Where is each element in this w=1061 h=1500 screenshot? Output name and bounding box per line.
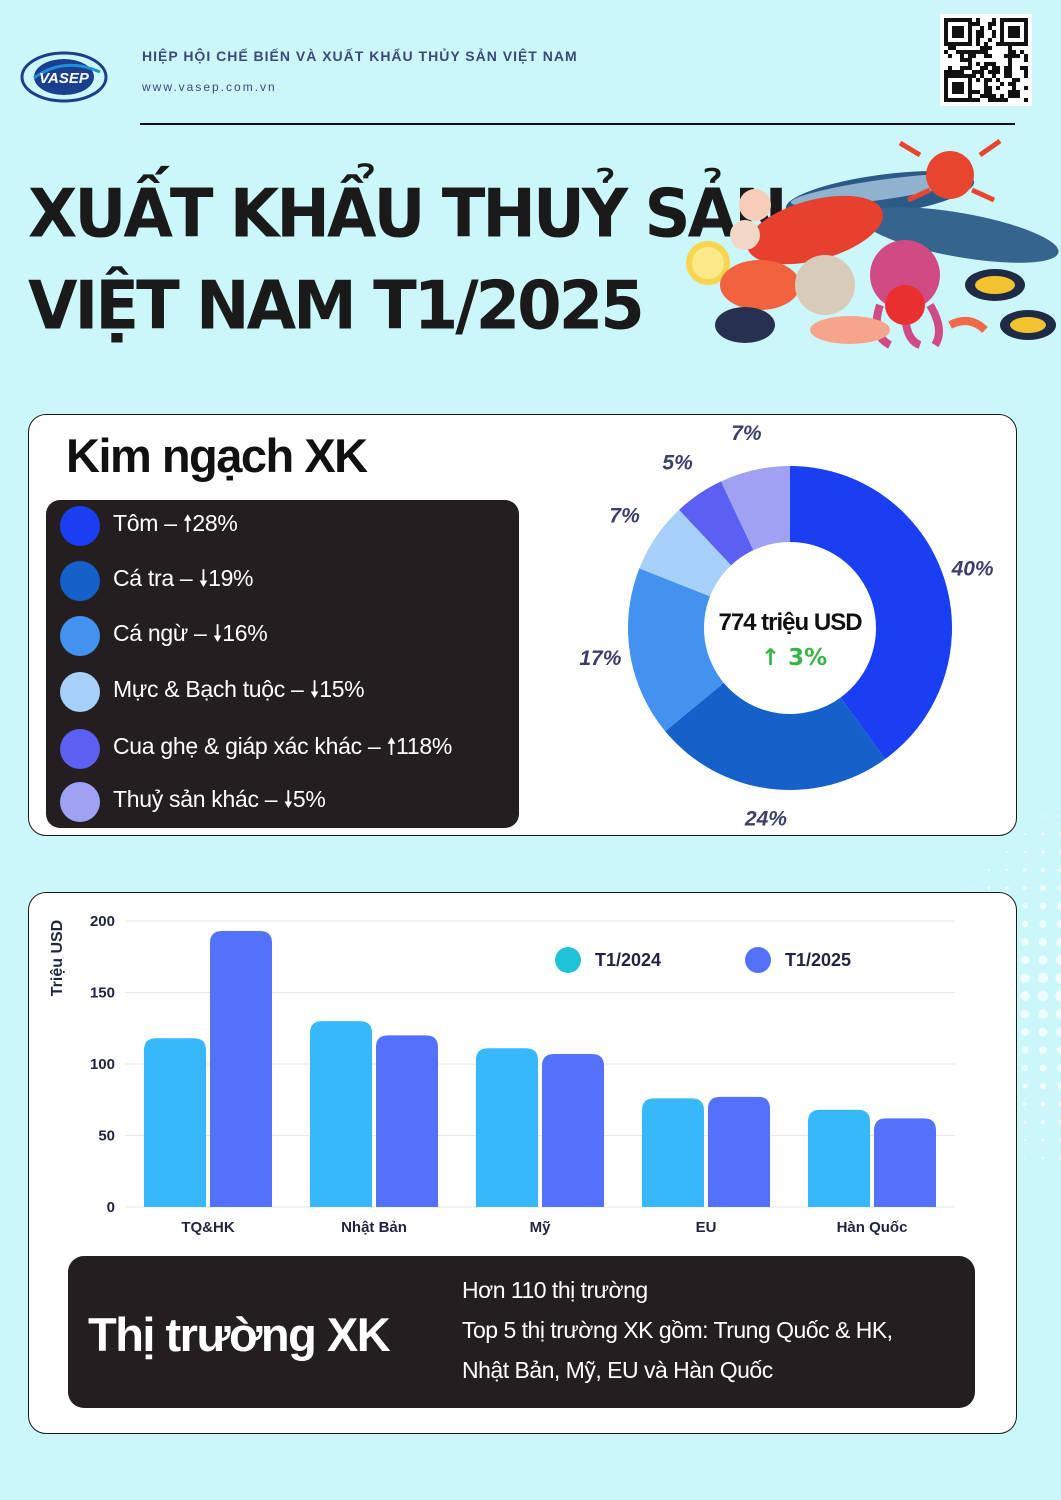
y-tick-label: 50 [98, 1128, 115, 1145]
donut-slice [790, 466, 953, 760]
legend-label: Thuỷ sản khác – 🠗5% [113, 785, 326, 812]
legend-swatch [60, 672, 100, 712]
market-line-2: Top 5 thị trường XK gồm: Trung Quốc & HK… [462, 1317, 893, 1343]
page-title: XUẤT KHẨU THUỶ SẢN VIỆT NAM T1/2025 [28, 168, 788, 353]
legend-swatch [60, 561, 100, 601]
export-donut-chart: 40% 24% 17% 7% 5% 7% 774 triệu USD ↑ 3% [579, 422, 994, 831]
bar [642, 1098, 704, 1207]
x-tick-label: Nhật Bản [341, 1219, 407, 1236]
legend-item-ca-tra: Cá tra – 🠗19% [60, 559, 254, 603]
title-line-2: VIỆT NAM T1/2025 [28, 267, 645, 346]
legend-swatch [60, 782, 100, 822]
market-line-3: Nhật Bản, Mỹ, EU và Hàn Quốc [462, 1357, 773, 1383]
legend-label: T1/2024 [595, 950, 661, 970]
product-legend: Tôm – 🠕28% Cá tra – 🠗19% Cá ngừ – 🠗16% M… [46, 500, 519, 828]
legend-label: Cá tra – 🠗19% [113, 564, 254, 591]
legend-label: Cá ngừ – 🠗16% [113, 619, 268, 646]
legend-swatch [60, 506, 100, 546]
legend-item-thuy-san-khac: Thuỷ sản khác – 🠗5% [60, 780, 326, 824]
legend-item-tom: Tôm – 🠕28% [60, 504, 238, 548]
market-line-1: Hơn 110 thị trường [462, 1277, 648, 1303]
qr-code-icon[interactable] [940, 14, 1032, 106]
donut-slice-label: 17% [579, 647, 621, 670]
bar [210, 931, 272, 1207]
donut-slice-label: 7% [731, 422, 762, 445]
donut-slice-label: 24% [744, 807, 787, 830]
legend-label: Cua ghẹ & giáp xác khác – 🠕118% [113, 732, 452, 759]
legend-swatch [555, 947, 581, 973]
y-axis-title: Triệu USD [49, 920, 66, 996]
legend-swatch [60, 616, 100, 656]
donut-slice [721, 466, 790, 551]
bar [476, 1048, 538, 1207]
bar [542, 1053, 604, 1207]
x-tick-label: Mỹ [530, 1219, 551, 1236]
donut-slice [679, 481, 754, 566]
x-tick-label: Hàn Quốc [837, 1219, 908, 1236]
bar [874, 1118, 936, 1207]
market-summary-box [68, 1256, 975, 1408]
legend-swatch [745, 947, 771, 973]
export-value-heading: Kim ngạch XK [66, 429, 368, 482]
donut-slice-label: 40% [951, 558, 994, 581]
bar [708, 1096, 770, 1207]
donut-slice [628, 568, 724, 732]
legend-label: T1/2025 [785, 950, 851, 970]
legend-swatch [60, 729, 100, 769]
donut-center-change: ↑ 3% [761, 645, 827, 671]
legend-label: Tôm – 🠕28% [113, 509, 238, 536]
logo-text: VASEP [39, 70, 90, 87]
y-tick-label: 0 [107, 1199, 115, 1216]
y-tick-label: 150 [90, 985, 115, 1002]
donut-slice-label: 5% [662, 452, 693, 475]
legend-item-ca-ngu: Cá ngừ – 🠗16% [60, 614, 268, 658]
x-tick-label: EU [696, 1219, 717, 1236]
legend-item-muc-bach-tuoc: Mực & Bạch tuộc – 🠗15% [60, 670, 365, 714]
donut-slice [665, 682, 886, 790]
bar [376, 1035, 438, 1207]
bar [310, 1021, 372, 1207]
org-name: HIỆP HỘI CHẾ BIẾN VÀ XUẤT KHẨU THỦY SẢN … [142, 48, 578, 64]
header-divider [140, 123, 1015, 125]
bar [808, 1109, 870, 1207]
donut-slice-label: 7% [609, 505, 640, 528]
y-tick-label: 200 [90, 913, 115, 930]
bar [144, 1038, 206, 1207]
market-bar-chart: 0 50 100 150 200 Triệu USD TQ&HK Nhật Bản Mỹ EU Hà… [49, 913, 955, 1236]
y-tick-label: 100 [90, 1056, 115, 1073]
website-link[interactable]: www.vasep.com.vn [142, 80, 277, 94]
x-tick-label: TQ&HK [181, 1219, 234, 1236]
seafood-illustration [686, 138, 1059, 349]
title-line-1: XUẤT KHẨU THUỶ SẢN [28, 175, 788, 254]
donut-center-total: 774 triệu USD [718, 609, 862, 636]
legend-item-cua-ghe: Cua ghẹ & giáp xác khác – 🠕118% [60, 727, 452, 771]
vasep-logo: VASEP [20, 51, 108, 103]
legend-label: Mực & Bạch tuộc – 🠗15% [113, 675, 365, 702]
market-heading: Thị trường XK [88, 1308, 391, 1361]
donut-slice [639, 509, 732, 597]
